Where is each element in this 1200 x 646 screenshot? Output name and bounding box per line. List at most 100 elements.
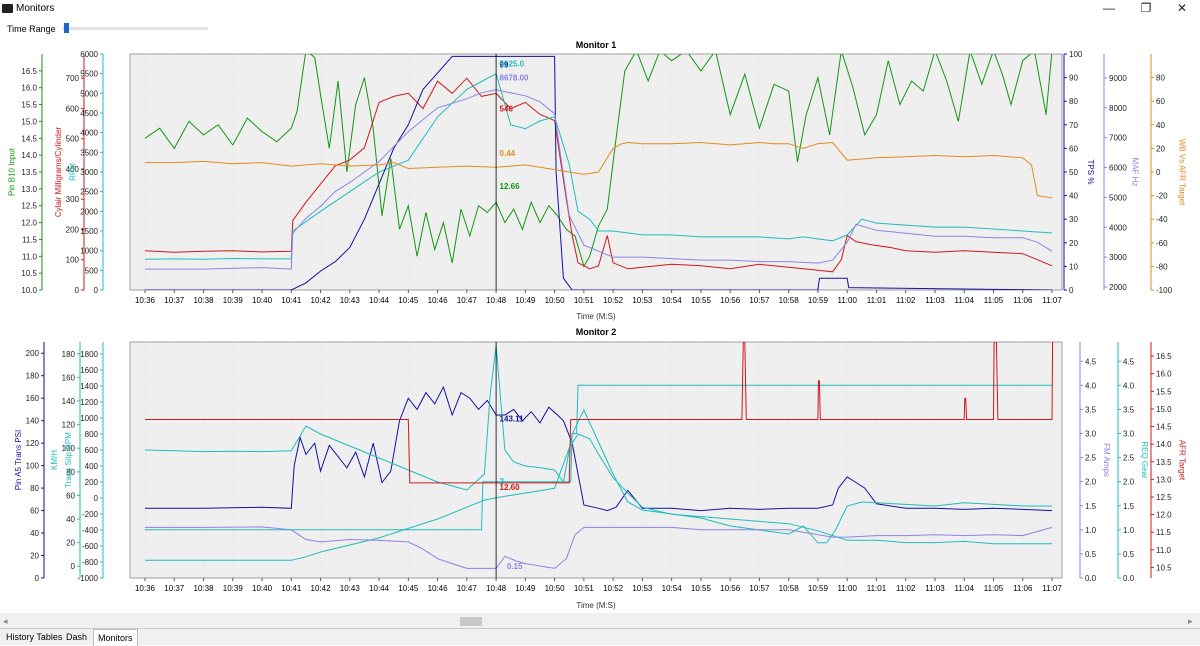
x-tick-label: 10:55 — [691, 296, 712, 305]
x-tick-label: 11:04 — [955, 296, 975, 305]
series-trans-slip-rpm — [144, 345, 1052, 544]
y-axis-label: Trans Slip RPM — [64, 432, 73, 488]
y-tick-label: 2.5 — [1085, 454, 1097, 463]
y-tick-label: 100 — [26, 462, 40, 471]
y-axis-label: WB Vs AFR Target — [1177, 139, 1186, 206]
y-tick-label: 50 — [1069, 168, 1078, 177]
x-tick-label: 10:39 — [223, 584, 244, 593]
x-tick-label: 11:00 — [837, 584, 857, 593]
y-tick-label: 10.0 — [21, 286, 37, 295]
y-tick-label: 60 — [1156, 97, 1165, 106]
y-tick-label: -200 — [82, 510, 99, 519]
y-tick-label: 3000 — [1109, 253, 1127, 262]
y-tick-label: -40 — [1156, 215, 1168, 224]
y-tick-label: 16.0 — [1156, 370, 1172, 379]
y-tick-label: 180 — [62, 350, 76, 359]
y-tick-label: 0 — [35, 574, 40, 583]
scroll-right-icon[interactable]: ▸ — [1188, 616, 1193, 626]
y-tick-label: 5000 — [1109, 193, 1127, 202]
y-tick-label: 3.5 — [1085, 405, 1097, 414]
time-range-thumb[interactable] — [63, 23, 69, 33]
y-axis-label: FM Amps — [1102, 443, 1111, 477]
y-tick-label: 7000 — [1109, 134, 1127, 143]
y-tick-label: 2000 — [1109, 283, 1127, 292]
y-tick-label: 0 — [94, 286, 99, 295]
tab-dash[interactable]: Dash — [66, 632, 88, 642]
y-axis-cylair-milligrams-cylinder: 0 100 200 300 400 500 600 700 Cylair Milligrams/… — [54, 54, 85, 295]
x-tick-label: 10:49 — [515, 296, 536, 305]
x-tick-label: 11:05 — [984, 584, 1004, 593]
horizontal-scrollbar[interactable] — [0, 613, 1200, 628]
y-tick-label: 14.5 — [1156, 423, 1172, 432]
x-tick-label: 10:46 — [428, 296, 449, 305]
close-button[interactable]: ✕ — [1176, 1, 1188, 15]
x-tick-label: 11:03 — [925, 296, 945, 305]
y-axis-label: AFR Target — [1177, 440, 1186, 481]
y-tick-label: 500 — [66, 135, 80, 144]
y-tick-label: 1.5 — [1123, 502, 1135, 511]
y-tick-label: 16.0 — [21, 84, 37, 93]
x-tick-label: 10:40 — [252, 296, 273, 305]
y-axis-label: TPS % — [1086, 160, 1095, 185]
x-tick-label: 10:41 — [281, 296, 302, 305]
x-tick-label: 10:53 — [632, 584, 653, 593]
y-tick-label: 4.5 — [1085, 357, 1097, 366]
monitor-charts[interactable]: Monitor 1 10:36 10:37 10:38 10:39 10:40 10:41 1… — [0, 38, 1200, 612]
y-tick-label: 200 — [85, 478, 99, 487]
y-tick-label: 4000 — [80, 129, 98, 138]
y-tick-label: 0.0 — [1123, 574, 1135, 583]
x-tick-label: 10:50 — [545, 584, 566, 593]
y-tick-label: 200 — [66, 225, 80, 234]
monitor-1: Monitor 1 10:36 10:37 10:38 10:39 10:40 10:41 1… — [8, 40, 1187, 321]
plot-area — [129, 341, 1063, 579]
monitor-2: Monitor 2 10:36 10:37 10:38 10:39 10:40 10:41 1… — [14, 327, 1186, 610]
x-tick-label: 10:47 — [457, 296, 478, 305]
tab-monitors[interactable]: Monitors — [93, 629, 138, 646]
minimize-button[interactable]: — — [1103, 1, 1115, 15]
series-maf-hz — [145, 89, 1053, 270]
y-tick-label: 11.5 — [22, 235, 38, 244]
scrollbar-thumb[interactable] — [460, 617, 482, 626]
y-tick-label: 10 — [1069, 262, 1078, 271]
series-fm-amps — [145, 526, 1053, 569]
x-tick-label: 11:02 — [896, 584, 916, 593]
y-tick-label: 800 — [85, 430, 99, 439]
restore-button[interactable]: ❐ — [1140, 1, 1152, 15]
y-tick-label: 11.0 — [1156, 546, 1172, 555]
y-tick-label: 200 — [26, 349, 40, 358]
tab-history-tables[interactable]: History Tables — [6, 632, 63, 642]
x-tick-label: 11:03 — [925, 584, 945, 593]
x-tick-label: 11:06 — [1013, 296, 1033, 305]
y-tick-label: 16.5 — [21, 67, 37, 76]
x-tick-label: 10:36 — [135, 296, 156, 305]
y-tick-label: 100 — [62, 444, 76, 453]
y-tick-label: 40 — [30, 529, 39, 538]
cursor-value-label: 2 — [500, 477, 505, 486]
y-tick-label: 1000 — [80, 414, 98, 423]
y-tick-label: 15.5 — [1156, 387, 1172, 396]
y-axis-label: RPM — [69, 163, 78, 181]
y-tick-label: -20 — [1156, 192, 1168, 201]
y-axis-pin-b10-input: 10.0 10.5 11.0 11.5 12.0 12.5 13.0 13.5 14.0 14.5… — [8, 54, 43, 295]
time-range-slider[interactable] — [62, 27, 208, 30]
x-tick-label: 10:57 — [749, 296, 770, 305]
y-axis-km-h: 0 20 40 60 80 100 120 140 160 180 KM/H — [50, 342, 81, 578]
y-tick-label: 16.5 — [1156, 352, 1172, 361]
x-tick-label: 10:42 — [311, 584, 332, 593]
x-tick-label: 10:58 — [779, 584, 800, 593]
y-tick-label: 12.5 — [21, 202, 37, 211]
y-tick-label: 400 — [66, 165, 80, 174]
x-tick-label: 10:37 — [164, 584, 185, 593]
y-tick-label: 0 — [94, 494, 99, 503]
cursor-value-label: 143.11 — [500, 415, 525, 424]
scroll-left-icon[interactable]: ◂ — [3, 616, 8, 626]
y-tick-label: 600 — [85, 446, 99, 455]
series-km-h — [145, 433, 1052, 561]
y-tick-label: 60 — [66, 491, 75, 500]
y-tick-label: 2000 — [80, 207, 98, 216]
y-tick-label: 40 — [66, 515, 75, 524]
y-tick-label: 11.5 — [1156, 528, 1172, 537]
series-pin-a5-trans-psi — [145, 385, 1053, 512]
series-req-gear — [145, 384, 1052, 531]
y-tick-label: 3.5 — [1123, 405, 1135, 414]
